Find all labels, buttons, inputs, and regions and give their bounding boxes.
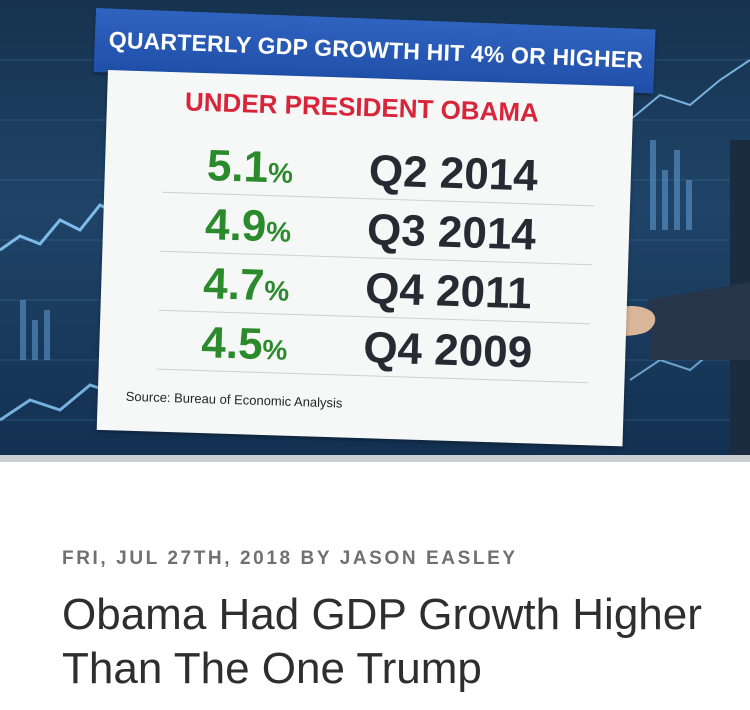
article-meta: FRI, JUL 27TH, 2018 BY JASON EASLEY — [62, 548, 518, 569]
gdp-value: 5.1% — [206, 141, 294, 193]
image-bottom-edge — [0, 455, 750, 462]
gdp-card: UNDER PRESIDENT OBAMA 5.1% Q2 2014 4.9% … — [96, 70, 634, 447]
gdp-value: 4.7% — [202, 259, 290, 311]
gdp-value: 4.5% — [200, 318, 288, 369]
article-hero-image[interactable]: QUARTERLY GDP GROWTH HIT 4% OR HIGHER UN… — [0, 0, 750, 462]
source-note: Source: Bureau of Economic Analysis — [125, 388, 343, 411]
gdp-value: 4.9% — [204, 200, 292, 252]
gdp-period: Q2 2014 — [368, 146, 539, 201]
gdp-row: 4.5% Q4 2009 — [156, 310, 591, 384]
card-subtitle: UNDER PRESIDENT OBAMA — [184, 86, 540, 128]
gdp-period: Q4 2009 — [362, 323, 533, 378]
banner-text: QUARTERLY GDP GROWTH HIT 4% OR HIGHER — [108, 26, 644, 74]
gdp-period: Q3 2014 — [366, 205, 537, 260]
gdp-period: Q4 2011 — [364, 264, 533, 319]
article-headline[interactable]: Obama Had GDP Growth Higher Than The One… — [62, 590, 702, 693]
